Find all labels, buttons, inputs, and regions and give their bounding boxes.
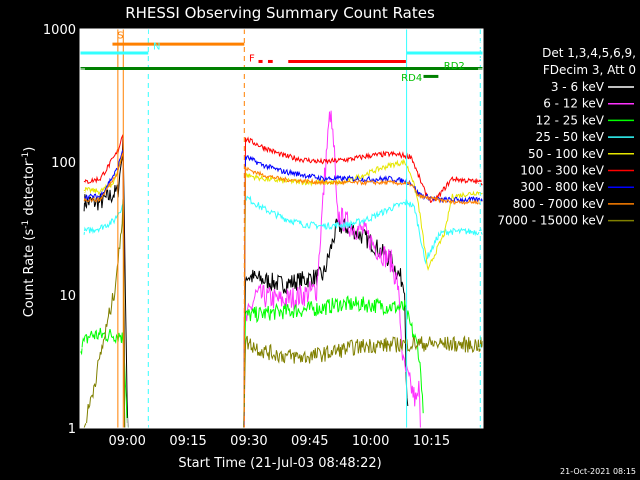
legend-entry-label: 25 - 50 keV — [536, 130, 605, 144]
footer-date: 21-Oct-2021 08:15 — [560, 467, 636, 476]
series-line — [243, 110, 421, 429]
y-axis-label-main: Count Rate (s — [22, 229, 37, 318]
legend-header-1: Det 1,3,4,5,6,9, — [542, 46, 636, 60]
chart-title: RHESSI Observing Summary Count Rates — [125, 4, 435, 22]
x-tick-label: 09:00 — [108, 434, 145, 449]
plot-background — [80, 29, 483, 428]
legend-entry-label: 100 - 300 keV — [520, 164, 604, 178]
annotation-label: RD2 — [444, 61, 465, 72]
y-tick-label: 1000 — [43, 23, 76, 38]
x-tick-label: 09:15 — [169, 434, 206, 449]
y-axis-label: Count Rate (s-1 detector-1) — [21, 147, 37, 318]
annotation-label: N — [153, 42, 160, 53]
legend-entry-label: 6 - 12 keV — [543, 97, 605, 111]
y-axis-label-sup2: -1 — [21, 152, 31, 161]
legend-entry-label: 50 - 100 keV — [528, 147, 605, 161]
x-tick-label: 09:45 — [291, 434, 328, 449]
legend-header-2: FDecim 3, Att 0 — [543, 63, 636, 77]
y-axis-label-sup1: -1 — [21, 220, 31, 229]
y-axis-label-end: ) — [22, 147, 37, 152]
x-axis-label: Start Time (21-Jul-03 08:48:22) — [178, 456, 381, 471]
y-tick-label: 100 — [51, 156, 76, 171]
plot-frame — [79, 28, 484, 429]
y-tick-label: 10 — [59, 289, 76, 304]
legend-entry-label: 12 - 25 keV — [536, 113, 605, 127]
y-axis: 1 10 100 1000 — [43, 23, 483, 437]
legend: Det 1,3,4,5,6,9, FDecim 3, Att 0 3 - 6 k… — [497, 46, 636, 228]
y-axis-label-mid: detector — [22, 160, 37, 220]
legend-entry-label: 300 - 800 keV — [520, 180, 604, 194]
legend-entry-label: 3 - 6 keV — [551, 80, 605, 94]
annotation-label: F — [249, 53, 255, 64]
annotation-label: RD4 — [401, 73, 422, 84]
x-tick-label: 10:00 — [352, 434, 389, 449]
plot-area: S N F RD2 RD4 — [79, 28, 484, 429]
x-tick-label: 10:15 — [413, 434, 450, 449]
annotation-label: S — [117, 30, 123, 41]
y-tick-label: 1 — [68, 422, 76, 437]
x-tick-label: 09:30 — [230, 434, 267, 449]
legend-entries: 3 - 6 keV 6 - 12 keV 12 - 25 keV 25 - 50 ke… — [497, 80, 634, 228]
legend-entry-label: 800 - 7000 keV — [513, 197, 605, 211]
legend-entry-label: 7000 - 15000 keV — [497, 214, 604, 228]
x-axis: 09:00 09:15 09:30 09:45 10:00 10:15 — [86, 29, 473, 449]
